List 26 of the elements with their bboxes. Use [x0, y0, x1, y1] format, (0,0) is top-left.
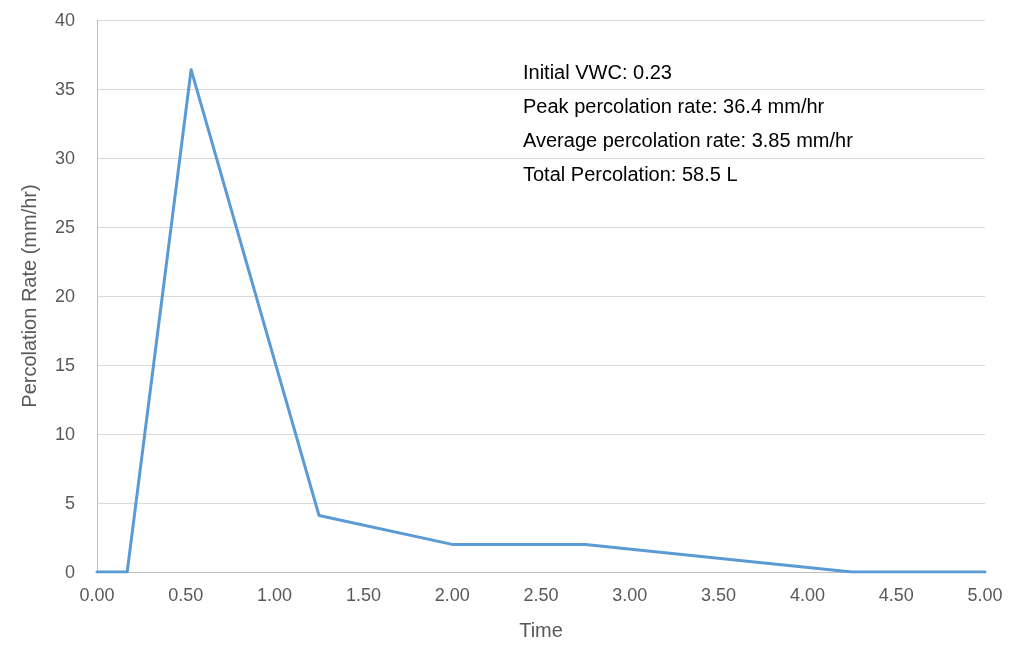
y-tick-label: 30: [54, 148, 75, 168]
y-tick-label: 35: [54, 79, 75, 99]
x-tick-label: 0.50: [168, 585, 204, 605]
y-tick-label: 5: [64, 493, 75, 513]
x-tick-label: 3.00: [612, 585, 648, 605]
y-tick-label: 10: [54, 424, 75, 444]
y-tick-label: 20: [54, 286, 75, 306]
annotation: Initial VWC: 0.23: [523, 61, 672, 83]
x-tick-label: 2.50: [523, 585, 559, 605]
y-axis-title: Percolation Rate (mm/hr): [18, 184, 40, 408]
x-tick-label: 5.00: [967, 585, 1003, 605]
x-tick-label: 1.00: [257, 585, 293, 605]
x-tick-label: 2.00: [434, 585, 470, 605]
x-tick-label: 1.50: [345, 585, 381, 605]
y-tick-label: 25: [54, 217, 75, 237]
x-tick-label: 4.50: [878, 585, 914, 605]
annotation: Peak percolation rate: 36.4 mm/hr: [523, 95, 825, 117]
x-tick-label: 3.50: [701, 585, 737, 605]
x-tick-label: 0.00: [79, 585, 115, 605]
x-axis-title: Time: [519, 619, 563, 641]
annotation: Average percolation rate: 3.85 mm/hr: [523, 129, 854, 151]
x-tick-label: 4.00: [789, 585, 825, 605]
y-tick-label: 40: [54, 10, 75, 30]
annotation: Total Percolation: 58.5 L: [523, 163, 738, 185]
y-tick-label: 15: [54, 355, 75, 375]
y-tick-label: 0: [64, 562, 75, 582]
